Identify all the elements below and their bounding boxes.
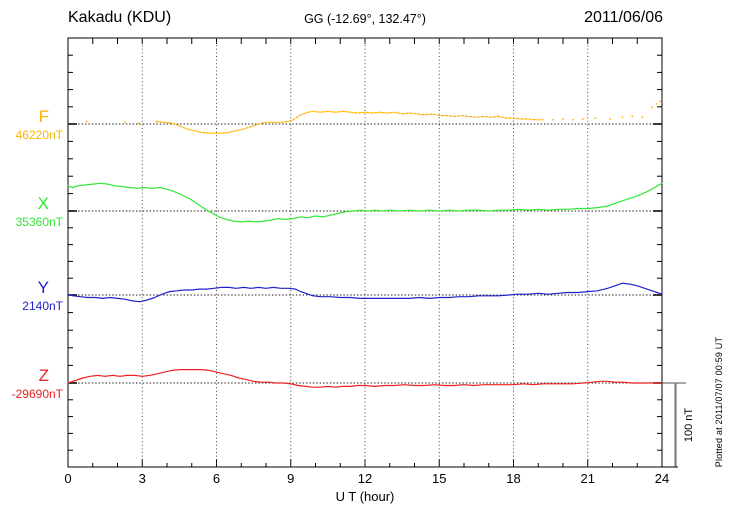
trace-dot-f bbox=[594, 117, 597, 120]
trace-dot-f bbox=[552, 118, 554, 121]
trace-baseline-value-x: 35360nT bbox=[15, 215, 63, 229]
trace-dot-f bbox=[562, 118, 564, 120]
trace-dot-f bbox=[631, 115, 634, 118]
trace-z bbox=[67, 369, 663, 388]
trace-label-f: F 46220nT bbox=[16, 106, 63, 143]
x-tick-label: 3 bbox=[138, 471, 146, 486]
scale-bar-label: 100 nT bbox=[683, 407, 695, 443]
trace-label-x: X 35360nT bbox=[16, 193, 63, 230]
trace-letter-y: Y bbox=[37, 278, 49, 297]
trace-dot-f bbox=[609, 118, 611, 120]
trace-dot-f bbox=[85, 120, 88, 123]
plotted-at-note: Plotted at 2011/07/07 00:59 UT bbox=[714, 336, 724, 468]
x-tick-label: 21 bbox=[580, 471, 595, 486]
plot-frame bbox=[67, 37, 663, 468]
trace-dot-f bbox=[641, 116, 644, 119]
trace-label-y: Y 2140nT bbox=[22, 277, 63, 314]
geographic-coordinates: GG (-12.69°, 132.47°) bbox=[304, 12, 426, 26]
trace-f bbox=[155, 110, 544, 134]
trace-label-z: Z -29690nT bbox=[12, 365, 63, 402]
trace-dot-f bbox=[572, 118, 574, 121]
plot-date: 2011/06/06 bbox=[584, 9, 663, 26]
trace-dot-f bbox=[621, 116, 624, 119]
x-tick-label: 12 bbox=[357, 471, 373, 486]
x-tick-label: 0 bbox=[64, 471, 72, 486]
trace-dot-f bbox=[124, 121, 126, 124]
trace-baseline-value-f: 46220nT bbox=[15, 128, 63, 142]
trace-y bbox=[67, 282, 663, 303]
trace-dot-f bbox=[581, 118, 584, 120]
x-tick-label: 15 bbox=[432, 471, 447, 486]
trace-letter-f: F bbox=[38, 107, 49, 126]
x-tick-label: 6 bbox=[212, 471, 221, 486]
trace-dot-f bbox=[655, 102, 658, 105]
x-tick-label: 18 bbox=[506, 471, 521, 486]
trace-letter-x: X bbox=[37, 194, 49, 213]
x-axis-label: U T (hour) bbox=[335, 489, 395, 504]
x-tick-label: 9 bbox=[287, 471, 295, 486]
trace-x bbox=[67, 182, 663, 223]
x-tick-label: 24 bbox=[654, 471, 670, 486]
trace-dot-f bbox=[659, 100, 661, 103]
trace-baseline-value-y: 2140nT bbox=[22, 299, 63, 313]
trace-dot-f bbox=[137, 122, 140, 125]
trace-letter-z: Z bbox=[38, 366, 49, 385]
trace-baseline-value-z: -29690nT bbox=[11, 387, 63, 401]
trace-dot-f bbox=[651, 106, 653, 109]
station-title: Kakadu (KDU) bbox=[68, 9, 172, 26]
